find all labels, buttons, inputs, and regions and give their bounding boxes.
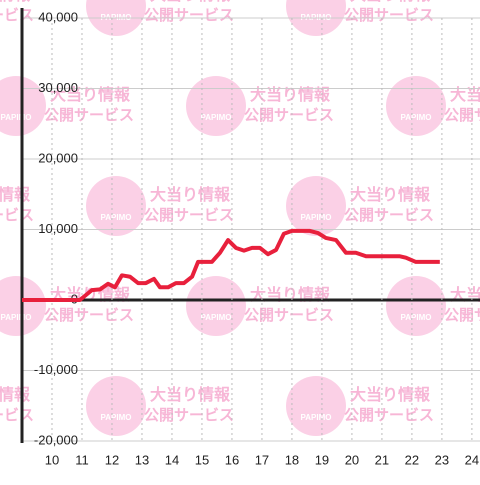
watermark-brand: PAPIMO — [1, 113, 32, 122]
x-tick-label: 19 — [315, 452, 329, 467]
watermark-text: 公開サービス — [44, 107, 134, 124]
watermark-text: 大当り情報 — [50, 85, 131, 104]
watermark-logo — [186, 276, 246, 336]
watermark-text: 公開サービス — [344, 207, 434, 224]
watermark: PAPIMO大当り情報公開サービスPAPIMO大当り情報公開サービスPAPIMO… — [0, 0, 480, 436]
watermark-text: 大当り情報 — [350, 0, 431, 4]
watermark-logo — [286, 176, 346, 236]
watermark-logo — [286, 376, 346, 436]
watermark-text: 大当り情報 — [250, 85, 331, 104]
y-tick-label: 10,000 — [38, 221, 78, 236]
watermark-logo — [86, 376, 146, 436]
watermark-brand: PAPIMO — [301, 213, 332, 222]
watermark-text: 公開サービス — [144, 207, 234, 224]
watermark-text: 公開サービス — [44, 307, 134, 324]
plot: -20,000-10,000010,00020,00030,00040,0001… — [22, 9, 479, 467]
x-tick-label: 17 — [255, 452, 269, 467]
watermark-brand: PAPIMO — [401, 113, 432, 122]
watermark-text: 大当り情報 — [350, 185, 431, 204]
watermark-brand: PAPIMO — [401, 313, 432, 322]
watermark-brand: PAPIMO — [301, 413, 332, 422]
x-tick-label: 18 — [285, 452, 299, 467]
x-tick-label: 12 — [105, 452, 119, 467]
watermark-brand: PAPIMO — [1, 313, 32, 322]
watermark-text: 公開サービス — [344, 7, 434, 24]
watermark-text: 公開サービス — [444, 307, 480, 324]
watermark-text: 大当り情報 — [150, 385, 231, 404]
watermark-logo — [86, 176, 146, 236]
watermark-text: 大当り情報 — [450, 85, 480, 104]
x-tick-label: 21 — [375, 452, 389, 467]
watermark-brand: PAPIMO — [101, 413, 132, 422]
watermark-text: 大当り情報 — [350, 385, 431, 404]
x-tick-label: 11 — [75, 452, 89, 467]
watermark-text: 公開サービス — [0, 7, 34, 24]
y-tick-label: 40,000 — [38, 9, 78, 24]
watermark-text: 公開サービス — [444, 107, 480, 124]
y-tick-label: 20,000 — [38, 150, 78, 165]
watermark-text: 大当り情報 — [0, 0, 31, 4]
watermark-text: 公開サービス — [144, 7, 234, 24]
y-tick-label: 30,000 — [38, 80, 78, 95]
x-tick-label: 14 — [165, 452, 179, 467]
watermark-text: 大当り情報 — [150, 185, 231, 204]
watermark-text: 公開サービス — [144, 407, 234, 424]
x-tick-label: 13 — [135, 452, 149, 467]
watermark-brand: PAPIMO — [201, 113, 232, 122]
watermark-text: 公開サービス — [0, 407, 34, 424]
grid — [20, 8, 480, 443]
watermark-logo — [386, 276, 446, 336]
y-tick-label: -10,000 — [34, 362, 78, 377]
watermark-brand: PAPIMO — [101, 213, 132, 222]
x-tick-label: 15 — [195, 452, 209, 467]
x-tick-label: 22 — [405, 452, 419, 467]
y-tick-label: -20,000 — [34, 432, 78, 447]
x-tick-label: 10 — [45, 452, 59, 467]
watermark-brand: PAPIMO — [201, 313, 232, 322]
x-tick-label: 24 — [465, 452, 479, 467]
x-tick-label: 16 — [225, 452, 239, 467]
watermark-text: 大当り情報 — [0, 385, 31, 404]
watermark-logo — [186, 76, 246, 136]
x-tick-label: 20 — [345, 452, 359, 467]
watermark-text: 大当り情報 — [150, 0, 231, 4]
watermark-text: 公開サービス — [244, 107, 334, 124]
watermark-text: 公開サービス — [0, 207, 34, 224]
watermark-logo — [386, 76, 446, 136]
watermark-text: 大当り情報 — [0, 185, 31, 204]
x-tick-label: 23 — [435, 452, 449, 467]
watermark-text: 公開サービス — [344, 407, 434, 424]
data-line — [22, 228, 440, 302]
watermark-text: 公開サービス — [244, 307, 334, 324]
